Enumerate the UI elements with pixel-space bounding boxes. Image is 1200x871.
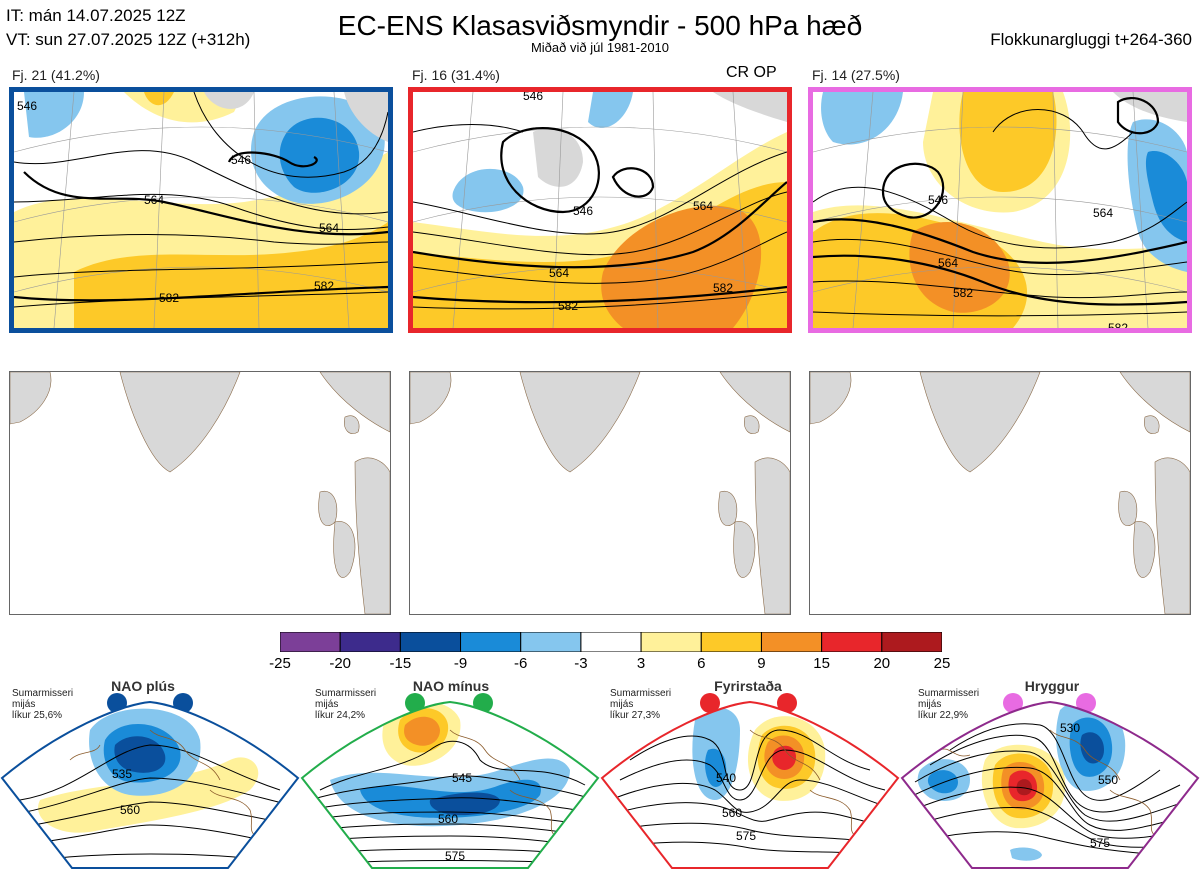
regime-3-prob: líkur 27,3% (610, 710, 661, 721)
cluster-2-contour-label-4: 582 (713, 281, 733, 295)
cluster-1-contour-label-3: 564 (319, 221, 339, 235)
regime-2-dot-left (405, 693, 425, 713)
regime-3-contour-label-0: 540 (716, 771, 736, 785)
initial-time: IT: mán 14.07.2025 12Z (6, 6, 186, 25)
regime-2-contour-label-1: 560 (438, 812, 458, 826)
cluster-1-contour-label-1: 564 (144, 193, 164, 207)
regime-3-info: Sumarmisseri mijás líkur 27,3% (610, 688, 671, 721)
colorbar-tick-label: 15 (813, 655, 830, 672)
cluster-2-label: Fj. 16 (31.4%) (412, 67, 500, 83)
regime-4-season: Sumarmisseri (918, 688, 980, 699)
regime-3-dot-right (777, 693, 797, 713)
land-map-1 (9, 371, 391, 615)
regime-1-avg: mijás (12, 699, 36, 710)
colorbar-tick-label: 3 (636, 655, 646, 672)
regime-2-contour-label-2: 575 (445, 849, 465, 863)
colorbar (279, 631, 943, 653)
colorbar-tick-label: 25 (933, 655, 951, 672)
cluster-2-contour-label-0: 546 (523, 92, 543, 103)
cluster-1-map: 546 564 582 564 546 582 (9, 87, 393, 333)
colorbar-swatch (399, 631, 462, 653)
land-map-3 (809, 371, 1191, 615)
regime-2-map: 545 560 575 (300, 700, 600, 869)
regime-1-prob: líkur 25,6% (12, 710, 63, 721)
regime-3-title: Fyrirstaða (714, 678, 782, 694)
valid-time: VT: sun 27.07.2025 12Z (+312h) (6, 30, 251, 49)
regime-4-prob: líkur 22,9% (918, 710, 969, 721)
colorbar-tick-label: 6 (697, 655, 706, 672)
classification-window: Flokkunargluggi t+264-360 (990, 30, 1192, 49)
cluster-3-contour-label-4: 582 (1108, 321, 1128, 328)
cluster-2-contour-label-1: 564 (549, 266, 569, 280)
regime-4-map: 530 550 575 (900, 700, 1200, 869)
regime-3-season: Sumarmisseri (610, 688, 672, 699)
regime-2-avg: mijás (315, 699, 339, 710)
regime-4-contour-label-1: 550 (1098, 773, 1118, 787)
colorbar-swatch (821, 631, 883, 653)
colorbar-swatch (580, 631, 642, 653)
regime-2-title: NAO mínus (412, 678, 490, 694)
regime-2-season: Sumarmisseri (315, 688, 377, 699)
colorbar-swatch (339, 631, 401, 653)
regime-3-map: 540 560 575 (600, 700, 900, 869)
regime-4-avg: mijás (918, 699, 942, 710)
regime-4-dot-left (1003, 693, 1023, 713)
regime-4-contour-label-0: 530 (1060, 721, 1080, 735)
regime-3-avg: mijás (610, 699, 634, 710)
cluster-3-map: 546 564 582 564 582 (808, 87, 1192, 333)
regime-3-contour-label-1: 560 (722, 806, 742, 820)
cluster-2-contour-label-5: 564 (693, 199, 713, 213)
cluster-1-contour-label-5: 582 (314, 279, 334, 293)
colorbar-tick-label: -25 (269, 655, 291, 672)
cluster-3-contour-label-2: 582 (953, 286, 973, 300)
regime-2-prob: líkur 24,2% (315, 710, 366, 721)
regime-3-contour-label-2: 575 (736, 829, 756, 843)
colorbar-swatches (279, 631, 943, 653)
cluster-1-contour-label-0: 546 (231, 153, 251, 167)
colorbar-tick-label: -3 (574, 655, 588, 672)
colorbar-swatch (460, 631, 522, 653)
land-map-2 (409, 371, 791, 615)
regime-3-dot-left (700, 693, 720, 713)
cluster-1-label: Fj. 21 (41.2%) (12, 67, 100, 83)
colorbar-tick-label: 9 (757, 655, 766, 672)
colorbar-tick-label: 20 (873, 655, 891, 672)
page-title: EC-ENS Klasasviðsmyndir - 500 hPa hæð (337, 10, 863, 41)
cluster-3-contour-label-0: 546 (928, 193, 948, 207)
regime-2-info: Sumarmisseri mijás líkur 24,2% (315, 688, 376, 721)
colorbar-swatch (279, 631, 341, 653)
regime-1-map: 535 560 (0, 700, 300, 869)
colorbar-tick-label: -15 (389, 655, 412, 672)
cluster-3-contour-label-3: 564 (1093, 206, 1113, 220)
regime-4-contour-label-2: 575 (1090, 836, 1110, 850)
regime-4-title: Hryggur (1024, 678, 1080, 694)
cluster-2-map: 546 564 582 546 582 564 (408, 87, 792, 333)
colorbar-swatch (881, 631, 943, 653)
colorbar-swatch (640, 631, 702, 653)
regime-2-contour-label-0: 545 (452, 771, 472, 785)
regime-1-contour-label-1: 560 (120, 803, 140, 817)
cluster-1-contour-label-2: 582 (159, 291, 179, 305)
regime-1-season: Sumarmisseri (12, 688, 74, 699)
cluster-3-label: Fj. 14 (27.5%) (812, 67, 900, 83)
regime-4-dot-right (1076, 693, 1096, 713)
anomaly-positive (74, 222, 388, 328)
colorbar-swatch (520, 631, 582, 653)
cluster-2-contour-label-3: 546 (573, 204, 593, 218)
colorbar-swatch (760, 631, 823, 653)
colorbar-tick-label: -9 (453, 655, 468, 672)
page-subtitle: Miðað við júl 1981-2010 (530, 40, 670, 55)
cluster-2-control-op: CR OP (726, 64, 777, 81)
colorbar-tick-label: -20 (329, 655, 352, 672)
cluster-3-contour-label-1: 564 (938, 256, 958, 270)
regime-4-info: Sumarmisseri mijás líkur 22,9% (918, 688, 979, 721)
regime-1-info: Sumarmisseri mijás líkur 25,6% (12, 688, 73, 721)
cluster-2-contour-label-2: 582 (558, 299, 578, 313)
cluster-1-contour-label-4: 546 (17, 99, 37, 113)
colorbar-tick-label: -6 (514, 655, 528, 672)
regime-1-contour-label-0: 535 (112, 767, 132, 781)
regime-1-title: NAO plús (111, 678, 175, 694)
colorbar-swatch (700, 631, 762, 653)
